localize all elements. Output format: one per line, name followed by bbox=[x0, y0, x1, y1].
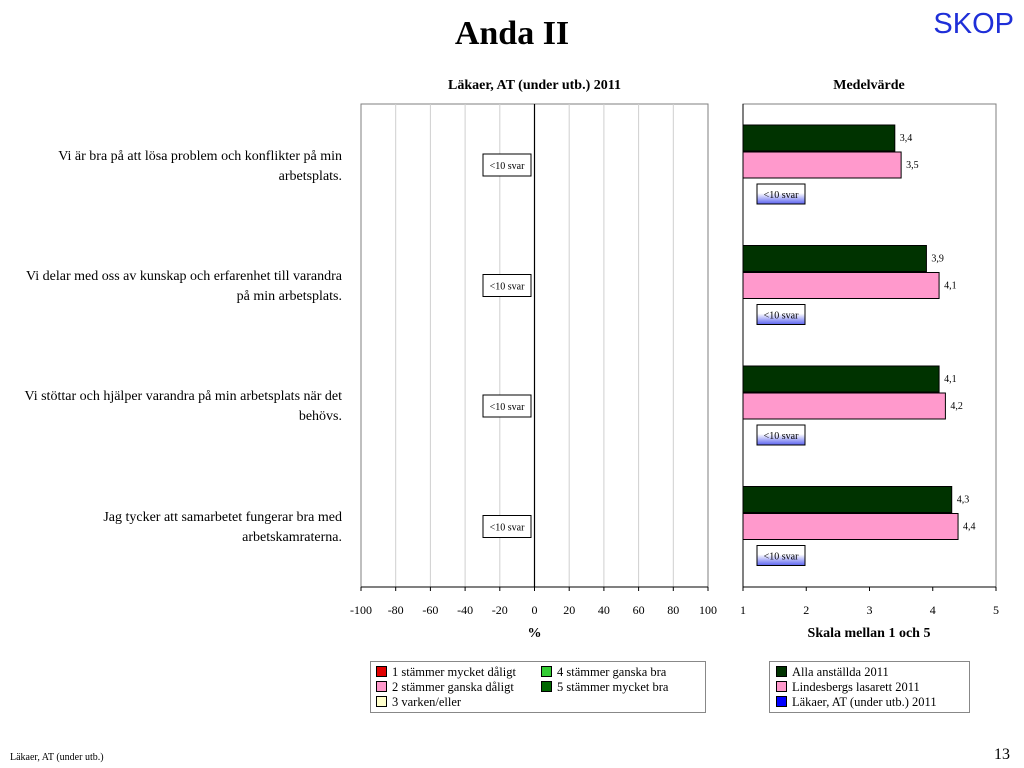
legend-item: Lindesbergs lasarett 2011 bbox=[776, 680, 920, 695]
right-bar bbox=[742, 513, 959, 540]
right-bar bbox=[742, 151, 902, 179]
legend-swatch bbox=[541, 666, 552, 677]
page-title: Anda II bbox=[454, 15, 570, 52]
right-bar-value-label: 3,4 bbox=[900, 133, 913, 144]
footer-group-label: Läkaer, AT (under utb.) bbox=[10, 752, 104, 763]
right-annotation-box bbox=[756, 304, 806, 325]
left-annotation-label: <10 svar bbox=[490, 282, 525, 293]
left-legend: 1 stämmer mycket dåligt 4 stämmer ganska… bbox=[370, 661, 706, 713]
right-bar-value-label: 3,9 bbox=[931, 254, 944, 265]
right-x-tick-label: 5 bbox=[993, 603, 999, 617]
legend-swatch bbox=[541, 681, 552, 692]
legend-swatch bbox=[376, 666, 387, 677]
left-annotation-label: <10 svar bbox=[490, 402, 525, 413]
right-bar bbox=[742, 245, 927, 272]
right-bar bbox=[742, 365, 940, 393]
left-annotation-box bbox=[482, 394, 532, 418]
right-annotation-box bbox=[756, 545, 806, 566]
legend-label: Alla anställda 2011 bbox=[792, 665, 889, 679]
legend-item: 5 stämmer mycket bra bbox=[541, 680, 668, 695]
legend-swatch bbox=[776, 666, 787, 677]
left-x-tick-label: 0 bbox=[532, 603, 538, 617]
left-annotation-label: <10 svar bbox=[490, 523, 525, 534]
right-legend: Alla anställda 2011 Lindesbergs lasarett… bbox=[769, 661, 970, 713]
left-annotation-box bbox=[482, 515, 532, 538]
legend-label: 4 stämmer ganska bra bbox=[557, 665, 667, 679]
right-bar bbox=[742, 272, 940, 299]
page-number: 13 bbox=[994, 746, 1010, 763]
left-x-tick-label: 80 bbox=[667, 603, 679, 617]
left-x-tick-label: 100 bbox=[699, 603, 717, 617]
left-x-tick-label: -80 bbox=[388, 603, 404, 617]
right-bar-value-label: 4,3 bbox=[957, 495, 970, 506]
legend-item: 4 stämmer ganska bra bbox=[541, 665, 666, 680]
right-annotation-box bbox=[756, 424, 806, 446]
legend-label: 3 varken/eller bbox=[392, 695, 462, 709]
left-annotation-label: <10 svar bbox=[490, 161, 525, 172]
legend-label: 1 stämmer mycket dåligt bbox=[392, 665, 516, 679]
left-x-tick-label: -60 bbox=[422, 603, 438, 617]
right-x-tick-label: 2 bbox=[803, 603, 809, 617]
left-x-tick-label: -40 bbox=[457, 603, 473, 617]
question-label-1: Vi är bra på att lösa problem och konfli… bbox=[58, 149, 342, 184]
left-x-tick-label: -20 bbox=[492, 603, 508, 617]
legend-item: 2 stämmer ganska dåligt bbox=[376, 680, 514, 695]
legend-swatch bbox=[776, 696, 787, 707]
left-annotation-box bbox=[482, 274, 532, 297]
left-x-tick-label: 20 bbox=[563, 603, 575, 617]
right-x-tick-label: 3 bbox=[867, 603, 873, 617]
right-annotation-box bbox=[756, 183, 806, 205]
left-annotation-box bbox=[482, 153, 532, 177]
right-annotation-label: <10 svar bbox=[764, 431, 799, 442]
brand-logo-text: SKOP bbox=[933, 8, 1014, 40]
charts-svg: -100 -80 -60 -40 -20 0 20 40 60 80 100 <10 svar <10 … bbox=[350, 103, 999, 617]
right-bar-value-label: 4,2 bbox=[950, 401, 963, 412]
left-x-tick-label: -100 bbox=[350, 603, 372, 617]
right-x-tick-label: 1 bbox=[740, 603, 746, 617]
right-bar bbox=[742, 392, 946, 420]
left-chart-title: Läkaer, AT (under utb.) 2011 bbox=[448, 78, 621, 93]
right-annotation-label: <10 svar bbox=[764, 190, 799, 201]
legend-label: Lindesbergs lasarett 2011 bbox=[792, 680, 920, 694]
legend-swatch bbox=[376, 681, 387, 692]
question-label-3: Vi stöttar och hjälper varandra på min a… bbox=[24, 389, 342, 424]
legend-swatch bbox=[776, 681, 787, 692]
legend-label: 5 stämmer mycket bra bbox=[557, 680, 669, 694]
left-x-axis-label: % bbox=[527, 626, 542, 641]
question-label-4: Jag tycker att samarbetet fungerar bra m… bbox=[103, 510, 342, 545]
legend-item: 3 varken/eller bbox=[376, 695, 461, 710]
right-bar bbox=[742, 486, 953, 513]
right-bar-value-label: 4,1 bbox=[944, 374, 957, 385]
right-bar-value-label: 4,1 bbox=[944, 281, 957, 292]
legend-item: Läkaer, AT (under utb.) 2011 bbox=[776, 695, 937, 710]
right-bar-value-label: 4,4 bbox=[963, 522, 976, 533]
right-bar-value-label: 3,5 bbox=[906, 160, 919, 171]
right-annotation-label: <10 svar bbox=[764, 311, 799, 322]
legend-swatch bbox=[376, 696, 387, 707]
left-x-tick-label: 60 bbox=[633, 603, 645, 617]
question-label-2: Vi delar med oss av kunskap och erfarenh… bbox=[26, 269, 342, 304]
right-annotation-label: <10 svar bbox=[764, 552, 799, 563]
legend-label: 2 stämmer ganska dåligt bbox=[392, 680, 514, 694]
legend-label: Läkaer, AT (under utb.) 2011 bbox=[792, 695, 937, 709]
left-x-tick-label: 40 bbox=[598, 603, 610, 617]
legend-item: Alla anställda 2011 bbox=[776, 665, 889, 680]
right-chart-title: Medelvärde bbox=[833, 78, 905, 93]
right-x-tick-label: 4 bbox=[930, 603, 936, 617]
right-bar bbox=[742, 124, 896, 152]
right-x-axis-label: Skala mellan 1 och 5 bbox=[807, 626, 931, 641]
legend-item: 1 stämmer mycket dåligt bbox=[376, 665, 516, 680]
